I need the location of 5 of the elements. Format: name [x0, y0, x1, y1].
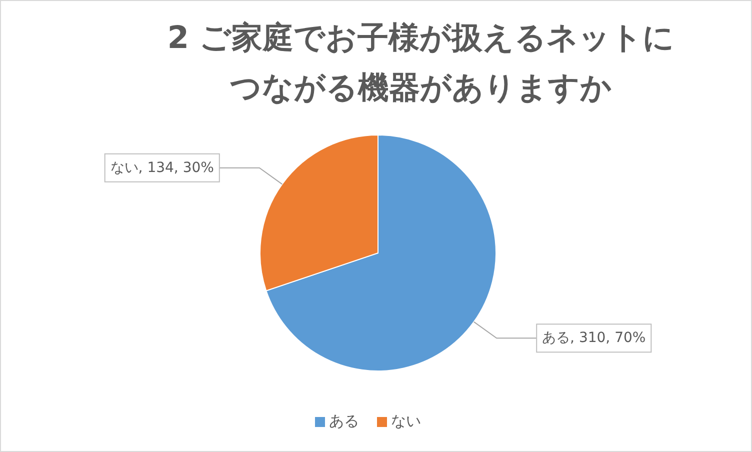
- data-label: ある, 310, 70%: [542, 330, 646, 346]
- chart-title: 2 ご家庭でお子様が扱えるネットにつながる機器がありますか: [166, 19, 676, 108]
- legend-label: ある: [329, 412, 359, 430]
- legend-label: ない: [391, 412, 421, 430]
- data-label: ない, 134, 30%: [110, 160, 214, 176]
